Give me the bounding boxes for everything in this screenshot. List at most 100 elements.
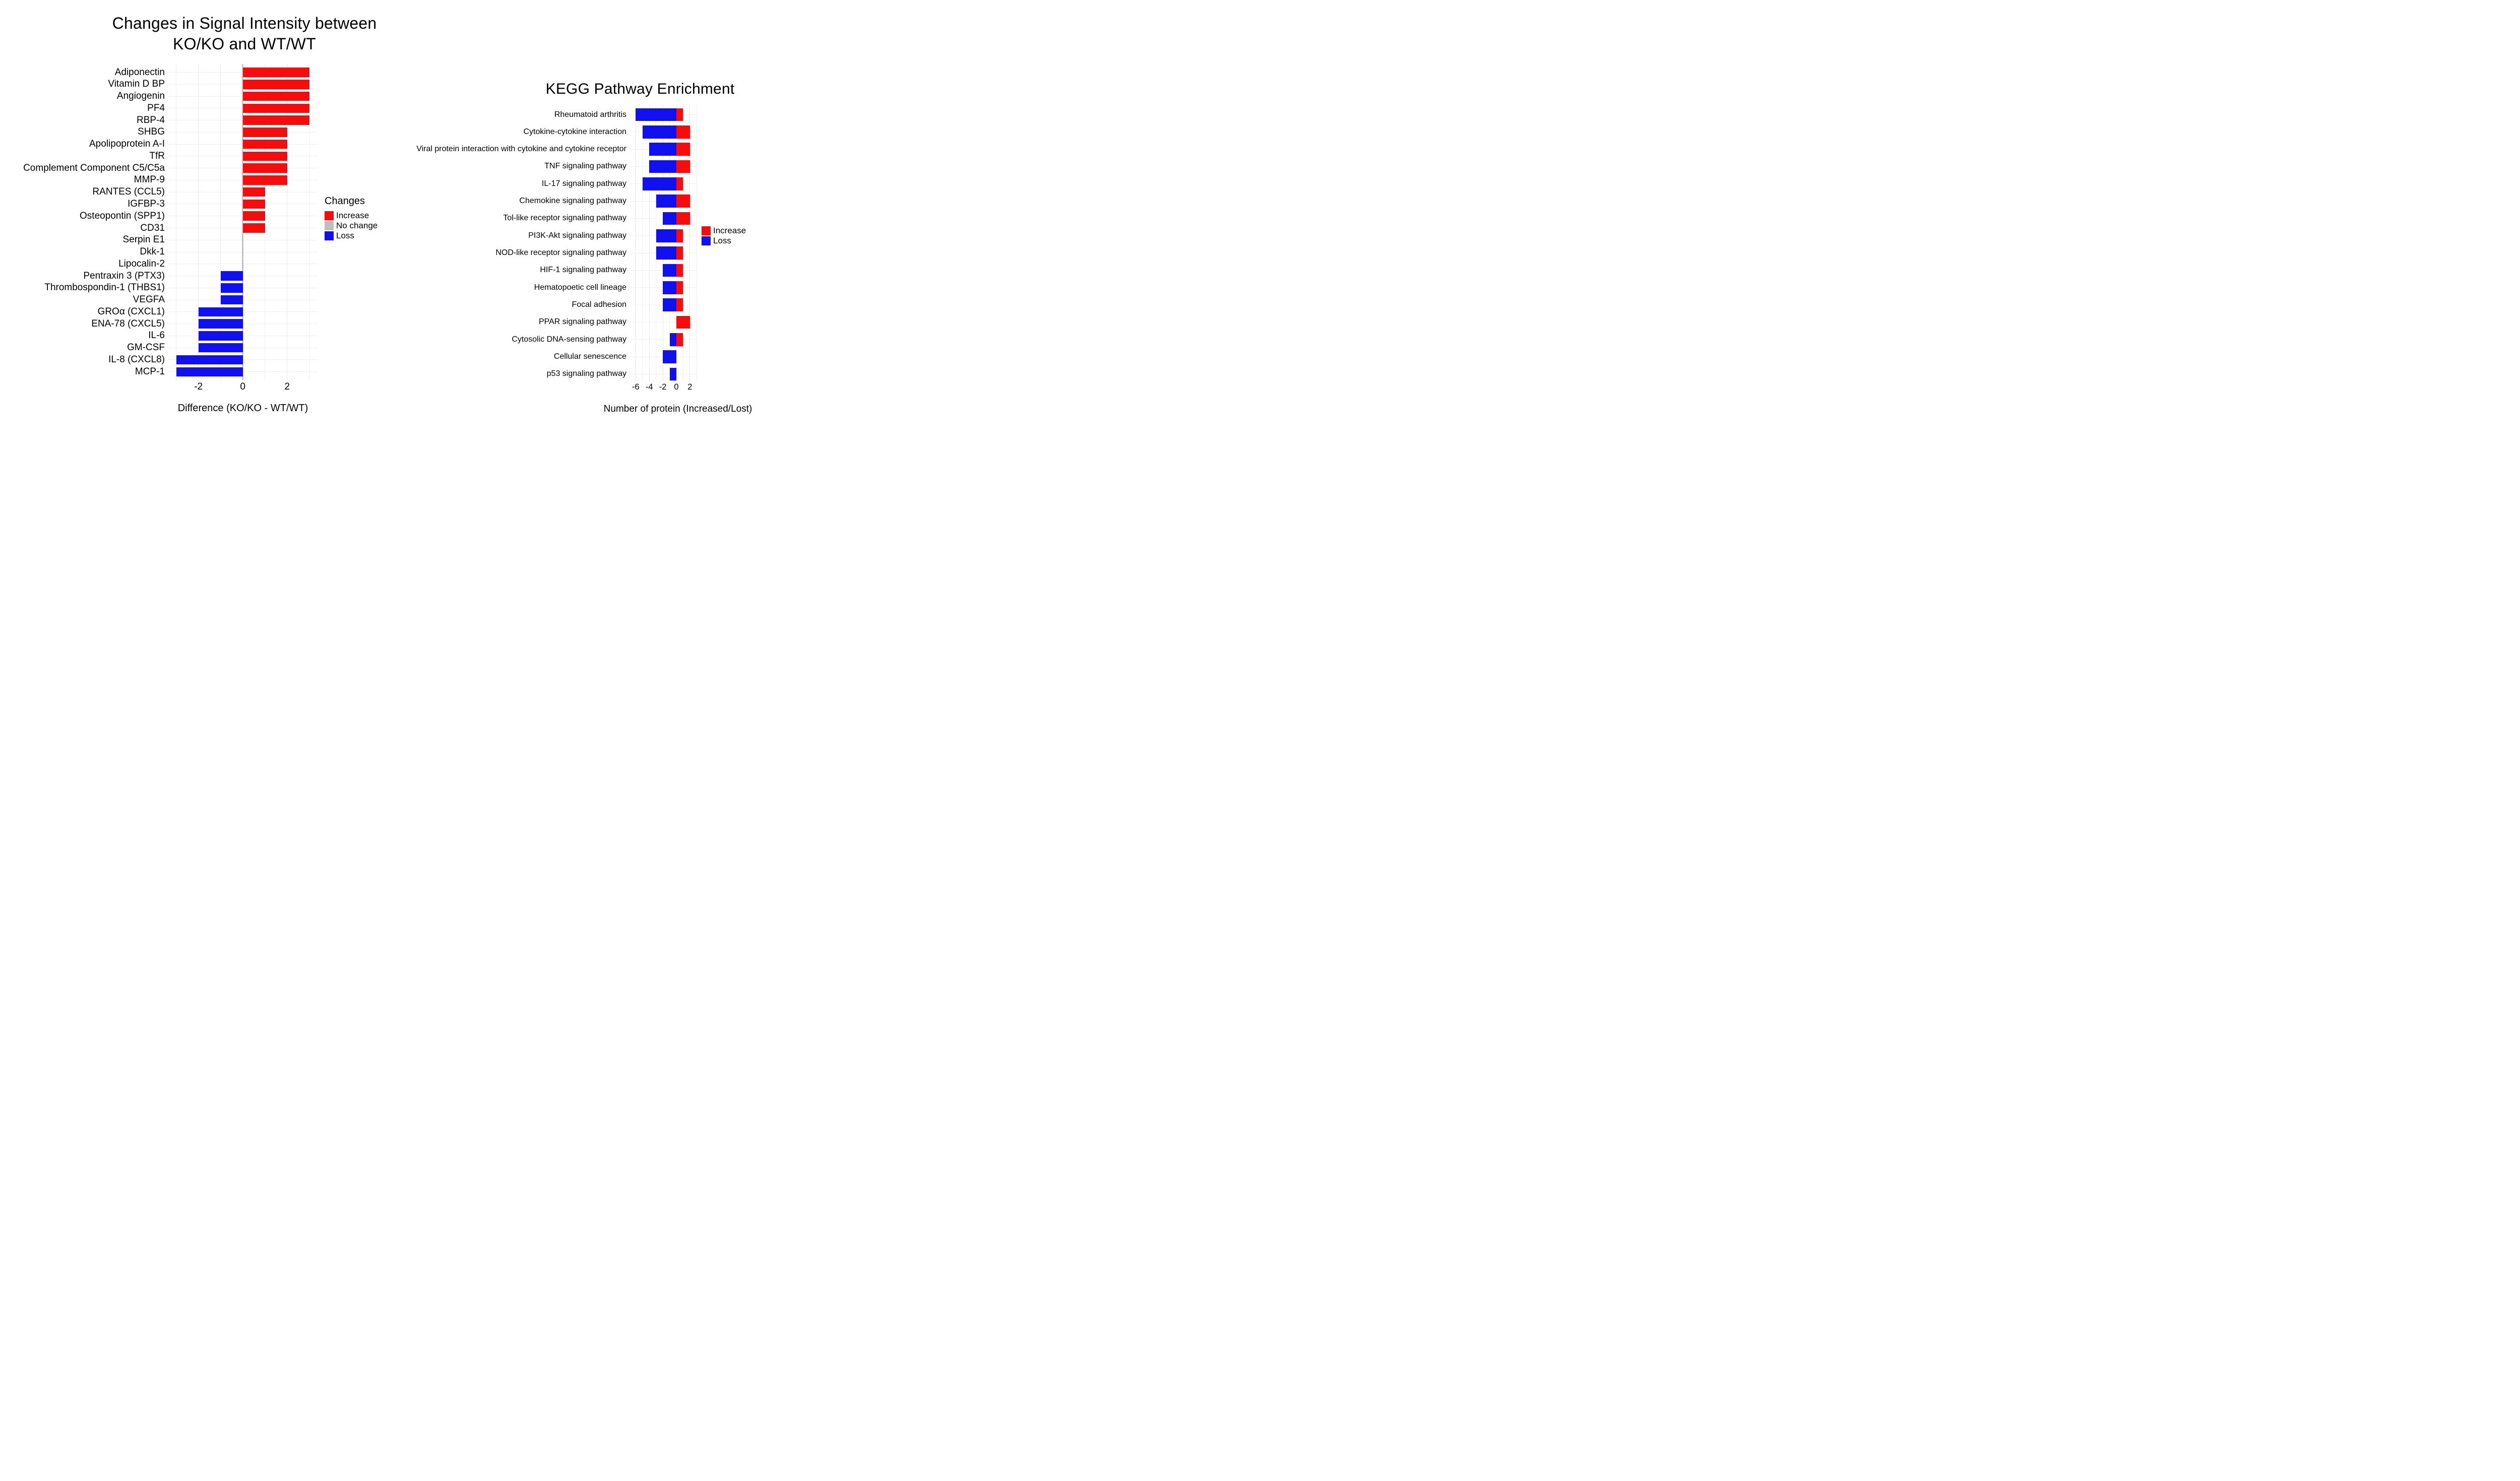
bar: [198, 319, 243, 329]
loss-bar: [663, 298, 676, 311]
bar: [242, 199, 265, 209]
loss-bar: [656, 195, 676, 208]
category-label: VEGFA: [133, 294, 165, 305]
bar: [198, 331, 243, 341]
increase-bar: [676, 177, 683, 190]
x-tick-label: -4: [645, 382, 653, 392]
category-label: Rheumatoid arthritis: [554, 110, 626, 119]
bar: [198, 307, 243, 317]
loss-bar: [649, 160, 676, 173]
category-label: IL-6: [148, 330, 165, 341]
legend-item-loss: Loss: [702, 236, 746, 245]
gridline-v: [669, 105, 670, 381]
category-label: GROα (CXCL1): [97, 306, 165, 317]
category-label: p53 signaling pathway: [546, 369, 626, 378]
bar: [242, 187, 265, 197]
category-label: Dkk-1: [140, 246, 165, 257]
increase-bar: [676, 281, 683, 294]
legend-item-label: Increase: [336, 211, 369, 220]
category-label: GM-CSF: [127, 342, 165, 353]
loss-bar: [642, 125, 676, 139]
left-x-axis-label: Difference (KO/KO - WT/WT): [177, 403, 308, 414]
gridline-v: [689, 105, 690, 381]
category-label: Serpin E1: [122, 234, 165, 245]
loss-bar: [656, 229, 676, 242]
legend-item-no-change: No change: [325, 221, 377, 230]
x-tick-label: -6: [632, 382, 640, 392]
loss-bar: [642, 177, 676, 190]
legend-item-label: Loss: [336, 231, 354, 240]
category-label: SHBG: [138, 126, 165, 138]
increase-bar: [676, 160, 690, 173]
category-label: Apolipoprotein A-I: [89, 139, 165, 150]
right-plot-area: Rheumatoid arthritis Cytokine-cytokine in…: [0, 0, 776, 438]
category-label: RBP-4: [137, 114, 165, 125]
loss-swatch-icon: [325, 231, 334, 240]
category-label: Thrombospondin-1 (THBS1): [44, 282, 165, 293]
left-chart-title-line2: KO/KO and WT/WT: [173, 35, 316, 53]
category-label: RANTES (CCL5): [92, 186, 165, 198]
left-chart-title-line1: Changes in Signal Intensity between: [112, 14, 377, 32]
bar: [242, 115, 309, 125]
increase-bar: [676, 264, 683, 277]
right-chart-title: KEGG Pathway Enrichment: [545, 81, 735, 97]
increase-swatch-icon: [325, 211, 334, 220]
bar: [242, 259, 243, 269]
legend-item-label: No change: [336, 221, 378, 230]
left-plot-area: Adiponectin Vitamin D BP Angiogenin PF4 RBP-…: [0, 0, 393, 438]
increase-bar: [676, 125, 690, 139]
loss-bar: [669, 333, 676, 346]
category-label: Hematopoetic cell lineage: [534, 283, 626, 292]
category-label: IL-8 (CXCL8): [108, 354, 165, 365]
bar: [242, 127, 287, 137]
x-tick-label: 2: [284, 381, 290, 392]
loss-bar: [649, 143, 676, 156]
category-label: Osteopontin (SPP1): [80, 210, 165, 221]
bar: [220, 295, 243, 305]
category-label: CD31: [140, 222, 165, 233]
bar: [242, 235, 243, 245]
loss-bar: [669, 367, 676, 381]
loss-bar: [663, 350, 676, 363]
legend-item-increase: Increase: [702, 226, 746, 235]
category-label: Angiogenin: [116, 91, 165, 102]
gridline-v: [649, 105, 650, 381]
gridline-h: [629, 339, 698, 340]
gridline-v: [220, 64, 221, 380]
bar: [242, 247, 243, 257]
x-tick-label: 0: [674, 382, 679, 392]
legend-item-increase: Increase: [325, 211, 377, 220]
category-label: TfR: [149, 150, 165, 161]
bar: [220, 283, 243, 293]
loss-bar: [663, 212, 676, 225]
bar: [176, 367, 243, 376]
category-label: Viral protein interaction with cytokine …: [416, 145, 626, 154]
category-label: Tol-like receptor signaling pathway: [503, 214, 626, 223]
bar: [242, 163, 287, 173]
category-label: Chemokine signaling pathway: [519, 197, 626, 206]
category-label: IL-17 signaling pathway: [541, 179, 626, 188]
category-label: PF4: [147, 102, 165, 113]
bar: [176, 355, 243, 365]
increase-bar: [676, 212, 690, 225]
category-label: TNF signaling pathway: [544, 162, 626, 171]
loss-bar: [656, 246, 676, 260]
bar: [220, 271, 243, 281]
loss-swatch-icon: [702, 236, 711, 245]
x-tick-label: -2: [194, 381, 203, 392]
right-legend: Increase Loss: [702, 226, 746, 246]
category-label: ENA-78 (CXCL5): [91, 318, 165, 329]
bar: [242, 103, 309, 113]
legend-item-label: Increase: [713, 226, 746, 235]
category-label: NOD-like receptor signaling pathway: [495, 248, 626, 257]
loss-bar: [636, 108, 676, 121]
category-label: MCP-1: [135, 366, 165, 377]
bar: [242, 151, 287, 161]
category-label: PPAR signaling pathway: [538, 317, 626, 327]
increase-bar: [676, 246, 683, 260]
category-label: PI3K-Akt signaling pathway: [528, 231, 626, 240]
kegg-enrichment-chart: KEGG Pathway Enrichment Number of protei…: [393, 0, 776, 438]
zero-axis-line: [242, 64, 244, 380]
category-label: Complement Component C5/C5a: [23, 162, 165, 173]
signal-intensity-chart: Changes in Signal Intensity between KO/K…: [0, 0, 393, 438]
